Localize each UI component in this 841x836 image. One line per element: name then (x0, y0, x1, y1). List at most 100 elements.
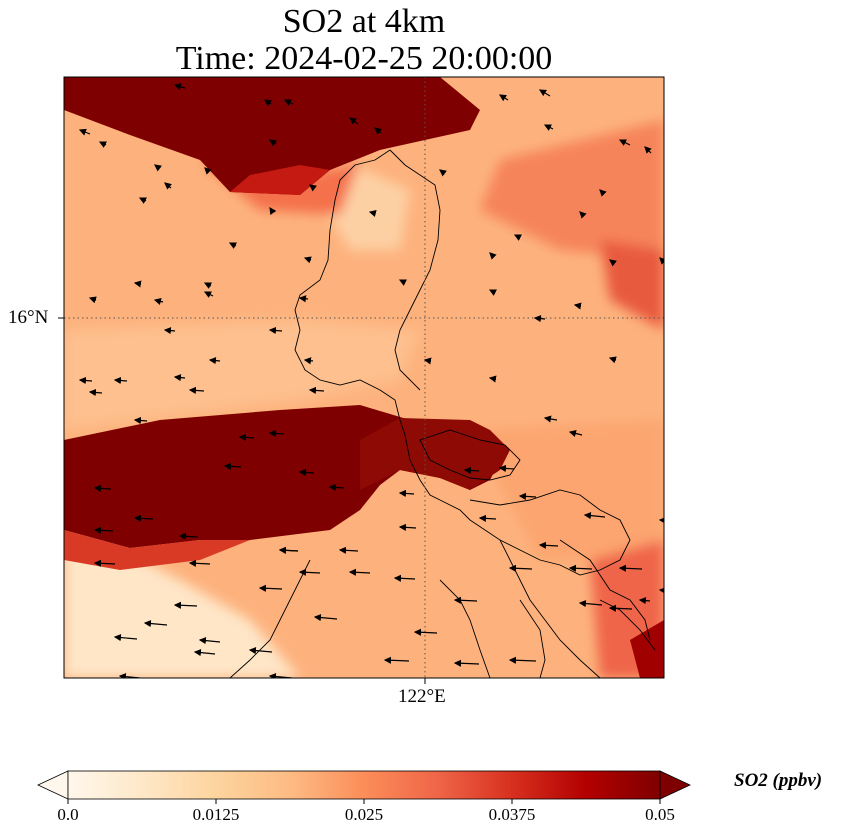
wind-vector-arrow (193, 649, 216, 657)
wind-vector-arrow (398, 279, 407, 286)
wind-vector-arrow (298, 468, 315, 477)
wind-vector-arrow (138, 197, 147, 204)
wind-vector-arrow (303, 256, 312, 264)
wind-vector-arrow (278, 546, 299, 554)
wind-vector-arrow (203, 282, 212, 289)
wind-vector-arrow (248, 646, 273, 655)
wind-vector-arrow (133, 280, 142, 288)
colorbar-tick-label: 0.0375 (488, 805, 536, 824)
wind-vector-arrow (573, 302, 582, 310)
wind-vector-arrow (374, 127, 382, 135)
gridlines (64, 77, 664, 678)
wind-vector-arrow (413, 628, 438, 636)
wind-vector-arrow (398, 523, 417, 531)
wind-vector-arrow (618, 564, 643, 572)
wind-vector-arrow (583, 512, 606, 520)
wind-vector-arrow (78, 376, 93, 385)
wind-vector-arrow (423, 357, 432, 365)
wind-vector-arrow (478, 514, 497, 522)
wind-vector-arrow (538, 89, 551, 97)
wind-vector-arrow (78, 128, 91, 136)
wind-vector-arrow (93, 526, 114, 534)
wind-vector-arrow (204, 167, 212, 175)
wind-vector-arrow (543, 415, 558, 423)
wind-vector-arrow (608, 356, 617, 364)
wind-vector-arrow (568, 429, 583, 437)
wind-vector-arrow (153, 297, 164, 305)
wind-vector-arrow (338, 546, 359, 554)
wind-vector-arrow (538, 541, 559, 549)
wind-vector-arrow (498, 464, 515, 473)
colorbar-tick-label: 0.0125 (192, 805, 240, 824)
colorbar-tick-label: 0.025 (344, 805, 384, 824)
wind-vector-arrow (133, 416, 148, 425)
wind-vector-arrow (203, 291, 214, 298)
colorbar-max-extend (659, 770, 691, 800)
wind-vector-arrow (393, 574, 416, 582)
wind-vector-arrow (268, 326, 283, 335)
wind-vector-arrow (308, 386, 325, 395)
wind-vector-arrow (143, 619, 168, 628)
wind-vector-arrow (298, 295, 309, 303)
wind-vector-arrow (298, 568, 321, 576)
wind-vector-arrow (488, 375, 497, 383)
wind-vector-arrow (88, 388, 103, 397)
wind-vector-arrow (113, 633, 138, 642)
wind-vector-arrow (188, 559, 211, 567)
wind-vector-arrow (113, 376, 128, 385)
wind-vector-arrow (453, 659, 480, 667)
wind-vector-arrow (513, 234, 522, 241)
wind-vector-arrow (269, 207, 277, 215)
wind-vector-arrow (93, 559, 116, 567)
wind-vector-arrow (579, 211, 587, 219)
wind-vector-arrow (609, 259, 617, 267)
wind-vector-arrow (489, 252, 497, 260)
colorbar-tick-label: 0.05 (645, 805, 675, 824)
wind-vector-arrow (508, 656, 537, 664)
colorbar-tick-label: 0.0 (57, 805, 79, 824)
wind-vector-arrow (439, 169, 447, 177)
wind-vector-arrow (303, 357, 314, 365)
wind-vector-arrow (638, 597, 651, 605)
wind-vector-arrow (488, 289, 497, 296)
wind-vector-arrow (349, 117, 359, 125)
wind-vector-arrow (98, 141, 107, 148)
colorbar-gradient (67, 770, 661, 800)
wind-vector-arrow (348, 568, 371, 576)
wind-vector-arrow (133, 514, 154, 522)
wind-vector-arrow (283, 99, 294, 106)
wind-vector-arrow (398, 489, 415, 498)
wind-vector-arrow (93, 484, 112, 492)
map-subtitle-time: Time: 2024-02-25 20:00:00 (175, 40, 553, 77)
wind-vector-arrow (88, 296, 97, 304)
map-canvas (58, 76, 665, 684)
wind-vector-arrow (568, 564, 593, 572)
wind-vector-arrow (618, 139, 631, 146)
wind-vector-arrow (173, 374, 186, 382)
wind-vector-arrow (258, 584, 283, 592)
wind-vector-arrow (578, 599, 603, 608)
wind-vector-arrow (178, 532, 199, 540)
colorbar-label: SO2 (ppbv) (734, 770, 823, 791)
wind-vector-arrow (154, 164, 162, 172)
wind-vector-arrow (188, 386, 205, 395)
wind-vector-arrow (658, 516, 664, 524)
wind-vector-arrow (659, 257, 664, 265)
latitude-tick-label: 16°N (8, 307, 49, 328)
wind-vector-arrow (173, 601, 198, 609)
wind-vector-arrow (533, 315, 546, 323)
wind-vector-arrow (498, 94, 509, 102)
wind-vector-arrow (223, 462, 242, 470)
wind-vector-arrow (208, 357, 221, 365)
colorbar-min-extend (37, 770, 69, 800)
wind-vector-arrow (309, 184, 317, 192)
wind-vector-arrow (543, 124, 554, 131)
wind-vector-arrow (383, 656, 410, 664)
wind-vector-arrow (228, 242, 237, 249)
wind-vector-arrow (608, 604, 633, 612)
so2-field (64, 77, 664, 678)
wind-vector-arrow (313, 613, 338, 622)
wind-vector-arrow (368, 209, 377, 217)
wind-vector-arrow (453, 596, 478, 604)
map-title: SO2 at 4km (282, 3, 446, 40)
